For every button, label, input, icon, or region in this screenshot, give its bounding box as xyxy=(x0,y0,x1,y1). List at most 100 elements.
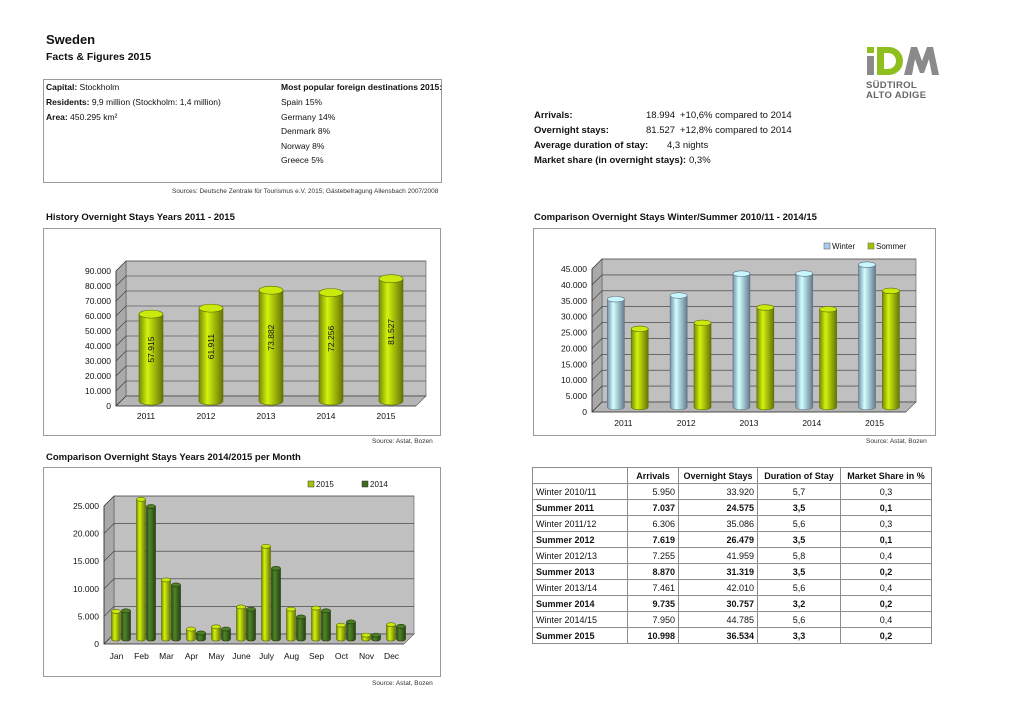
table-header-row: Arrivals Overnight Stays Duration of Sta… xyxy=(532,467,932,484)
bar-2014-May xyxy=(221,628,231,642)
bar-2015-top xyxy=(378,274,404,284)
bar-2011 xyxy=(138,313,164,406)
bar-2013-top xyxy=(258,285,284,295)
value-cell: 35.086 xyxy=(678,515,758,532)
bar-Winter-2011-top xyxy=(607,296,625,303)
bar-2014 xyxy=(318,292,344,406)
y-tick-label: 40.000 xyxy=(561,280,587,290)
bar-2015-June xyxy=(236,606,246,642)
residents-line: Residents: 9,9 million (Stockholm: 1,4 m… xyxy=(46,97,221,107)
value-cell: 31.319 xyxy=(678,563,758,580)
bar-2015-Mar-top xyxy=(161,577,171,583)
table-row: Winter 2012/13 7.255 41.959 5,8 0,4 xyxy=(532,547,932,564)
x-tick-label: May xyxy=(208,651,225,661)
data-label: 61.911 xyxy=(206,334,216,360)
y-tick-label: 25.000 xyxy=(73,501,99,511)
monthly-source: Source: Astat, Bozen xyxy=(372,680,433,687)
bar-2014-Dec xyxy=(396,626,406,642)
table-row: Summer 2014 9.735 30.757 3,2 0,2 xyxy=(532,595,932,612)
y-tick-label: 5.000 xyxy=(566,391,588,401)
bar-2015-June-top xyxy=(236,604,246,610)
bar-2014-Aug xyxy=(296,616,306,642)
value-cell: 0,4 xyxy=(840,579,932,596)
bar-Sommer-2012-top xyxy=(693,319,712,326)
legend-label: Winter xyxy=(832,242,855,251)
value-cell: 3,3 xyxy=(757,627,841,644)
bar-2014-Feb xyxy=(146,506,156,642)
bar-2015-Feb xyxy=(136,499,146,642)
y-tick-label: 20.000 xyxy=(85,371,111,381)
value-cell: 7.255 xyxy=(627,547,679,564)
x-tick-label: Sep xyxy=(309,651,324,661)
value-cell: 0,2 xyxy=(840,595,932,612)
legend-swatch-Sommer xyxy=(867,242,875,250)
destination-1: Spain 15% xyxy=(281,97,323,107)
value-cell: 0,1 xyxy=(840,531,932,548)
y-tick-label: 0 xyxy=(94,639,99,649)
arrivals-change: +10,6% compared to 2014 xyxy=(680,110,792,121)
y-tick-label: 20.000 xyxy=(73,529,99,539)
y-tick-label: 5.000 xyxy=(78,611,100,621)
x-tick-label: 2015 xyxy=(865,418,884,428)
residents-label: Residents: xyxy=(46,97,90,107)
bar-2014-Jan-top xyxy=(121,608,131,614)
legend-label: Sommer xyxy=(876,242,907,251)
bar-2015-Apr xyxy=(186,628,196,642)
overnight-label: Overnight stays: xyxy=(534,125,609,136)
winter-summer-chart-frame: 0 5.000 10.000 15.000 20.000 25.000 30.000 35.0… xyxy=(533,228,936,436)
row-label-cell: Summer 2014 xyxy=(532,595,628,612)
row-label-cell: Summer 2015 xyxy=(532,627,628,644)
value-cell: 5,8 xyxy=(757,547,841,564)
bar-2014-Oct xyxy=(346,621,356,642)
value-cell: 0,4 xyxy=(840,547,932,564)
monthly-chart-title: Comparison Overnight Stays Years 2014/20… xyxy=(46,452,301,463)
gridline xyxy=(103,523,414,534)
value-cell: 33.920 xyxy=(678,483,758,500)
value-cell: 0,3 xyxy=(840,515,932,532)
area-line: Area: 450.295 km² xyxy=(46,112,117,122)
data-label: 73.882 xyxy=(266,324,276,350)
x-tick-label: July xyxy=(259,651,275,661)
destination-5: Greece 5% xyxy=(281,155,324,165)
bar-2011-top xyxy=(138,309,164,319)
value-cell: 3,5 xyxy=(757,563,841,580)
y-tick-label: 50.000 xyxy=(85,326,111,336)
x-tick-label: Nov xyxy=(359,651,375,661)
capital-value: Stockholm xyxy=(79,82,120,92)
bar-2015 xyxy=(378,278,404,406)
x-tick-label: 2012 xyxy=(197,411,216,421)
history-chart-title: History Overnight Stays Years 2011 - 201… xyxy=(46,212,235,223)
bar-Sommer-2015 xyxy=(882,290,900,411)
bar-2015-July-top xyxy=(261,543,271,549)
plot-side-wall xyxy=(115,260,127,407)
value-cell: 5.950 xyxy=(627,483,679,500)
gridline xyxy=(103,550,414,562)
gridline xyxy=(591,258,916,270)
bar-Sommer-2014 xyxy=(819,308,837,411)
page-subtitle: Facts & Figures 2015 xyxy=(46,51,152,63)
table-row: Winter 2011/12 6.306 35.086 5,6 0,3 xyxy=(532,515,932,532)
x-tick-label: Oct xyxy=(335,651,349,661)
bar-2014-Sep-top xyxy=(321,608,331,614)
value-cell: 5,7 xyxy=(757,483,841,500)
y-tick-label: 30.000 xyxy=(561,312,587,322)
capital-line: Capital: Stockholm xyxy=(46,82,119,92)
value-cell: 3,2 xyxy=(757,595,841,612)
y-tick-label: 0 xyxy=(106,401,111,411)
legend-swatch-2015 xyxy=(307,480,315,488)
area-label: Area: xyxy=(46,112,68,122)
bar-2014-Nov-top xyxy=(371,632,381,638)
history-chart: 0 10.000 20.000 30.000 40.000 50.000 60.000 70.… xyxy=(85,260,427,421)
overnight-value: 81.527 xyxy=(646,125,676,136)
bar-2014-July xyxy=(271,568,281,642)
x-tick-label: 2012 xyxy=(677,418,696,428)
share-row: Market share (in overnight stays): 0,3% xyxy=(534,155,834,170)
bar-2015-July xyxy=(261,545,271,642)
value-cell: 0,4 xyxy=(840,611,932,628)
bar-2014-Feb-top xyxy=(146,504,156,509)
bar-2015-Oct-top xyxy=(336,622,346,628)
y-tick-label: 10.000 xyxy=(561,375,587,385)
table-header-cell: Market Share in % xyxy=(840,467,932,484)
share-value: 0,3% xyxy=(689,155,711,166)
gridline xyxy=(103,578,414,590)
